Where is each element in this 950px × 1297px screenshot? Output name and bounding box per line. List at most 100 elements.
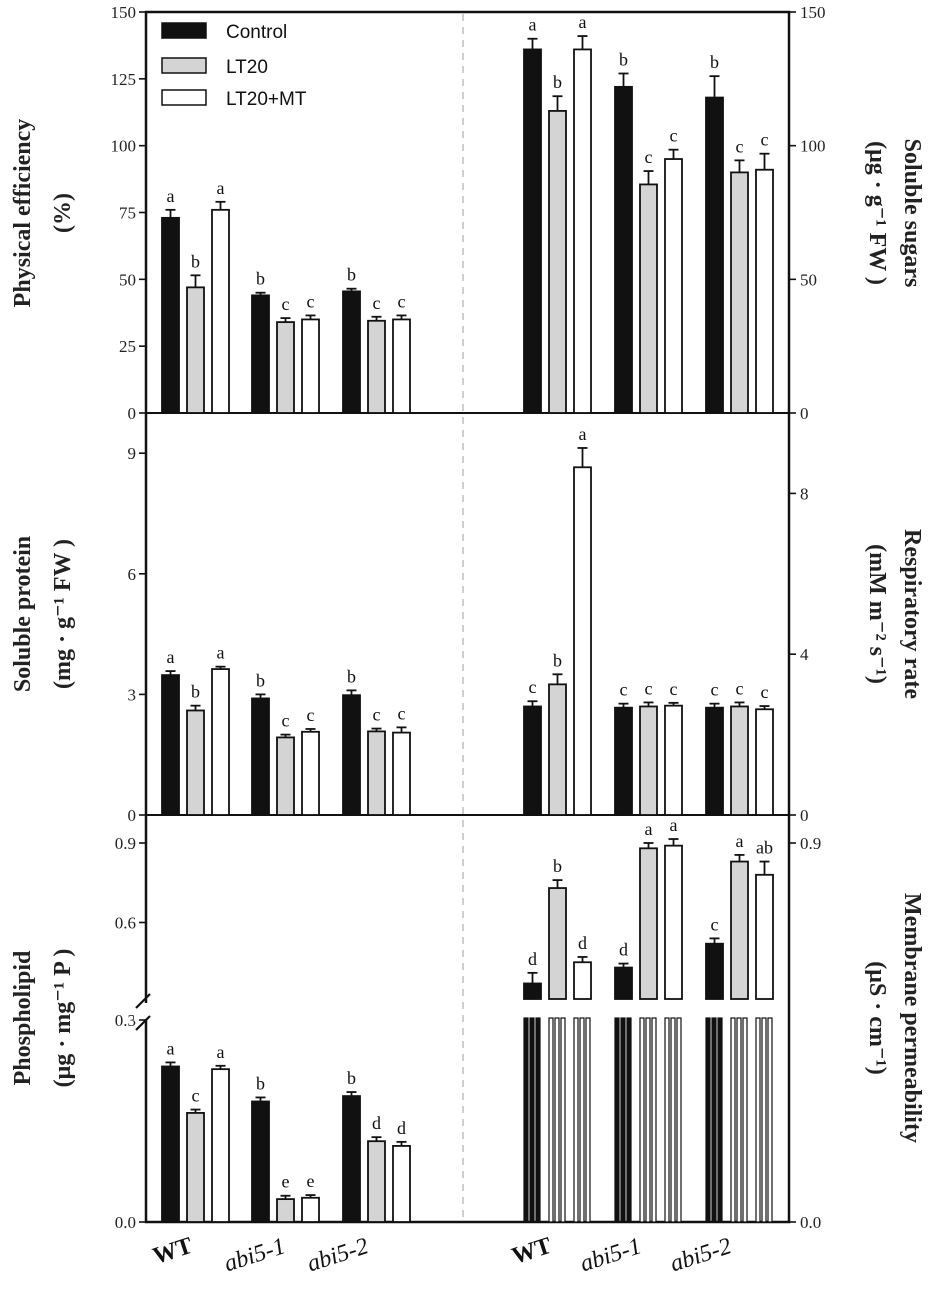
bar-phospholipid-abi5-1-control [251,1100,270,1223]
ylabel-respiratory-rate: Respiratory rate [899,529,925,699]
bar-membrane-permeability-wt-lt20 [548,887,567,1000]
bar-respiratory-rate-abi5-1-lt20 [639,705,658,816]
bar-soluble-protein-abi5-2-lt20-significance-letter: c [373,705,381,725]
bar-soluble-sugars-abi5-2-lt20 [730,171,749,414]
bar-membrane-permeability-abi5-1-lt20-mt [664,844,683,1000]
bar-physical-efficiency-wt-control [161,216,180,414]
bar-soluble-protein-abi5-1-lt20 [276,736,295,816]
group-label-wt-right: WT [509,1233,555,1270]
bar-soluble-sugars-wt-lt20-mt-significance-letter: a [579,12,587,32]
bar-phospholipid-abi5-1-control-significance-letter: b [256,1073,265,1093]
bar-membrane-permeability-abi5-1-control-significance-letter: d [619,940,628,960]
bar-membrane-permeability-wt-lt20-mt-lower-segment [579,1017,585,1223]
bar-respiratory-rate-abi5-1-lt20-mt-significance-letter: c [670,679,678,699]
bar-soluble-protein-abi5-2-control [342,694,361,816]
legend-swatch-lt20-mt [161,89,207,106]
ylabel-membrane-permeability: Membrane permeability [899,893,925,1143]
ytick-label-soluble-protein-9: 9 [128,444,137,463]
ytick-label-respiratory-rate-8: 8 [800,484,809,503]
bar-respiratory-rate-abi5-1-lt20-mt [664,704,683,816]
bar-physical-efficiency-wt-lt20 [186,286,205,414]
bar-respiratory-rate-abi5-1-control-significance-letter: c [620,680,628,700]
bar-membrane-permeability-abi5-1-lt20 [639,847,658,1000]
bar-soluble-protein-abi5-2-control-significance-letter: b [347,666,356,686]
bar-membrane-permeability-abi5-2-lt20-mt-lower-segment [761,1017,767,1223]
ytick-label-phospholipid-0-6: 0.6 [115,914,136,933]
bar-membrane-permeability-abi5-1-lt20-lower-segment [645,1017,651,1223]
bar-soluble-sugars-abi5-1-lt20-significance-letter: c [645,147,653,167]
ylabel-soluble-protein-unit: (mg · g⁻¹ FW ) [50,539,76,689]
bar-membrane-permeability-wt-control-lower-segment [529,1017,535,1223]
bar-membrane-permeability-abi5-1-lt20-mt-lower-segment [670,1017,676,1223]
bar-physical-efficiency-abi5-1-control [251,294,270,414]
bar-soluble-sugars-abi5-2-control-significance-letter: b [710,52,719,72]
bar-phospholipid-wt-lt20-significance-letter: c [192,1086,200,1106]
legend-label-lt20: LT20 [226,57,268,78]
bar-physical-efficiency-abi5-1-lt20 [276,321,295,414]
bar-soluble-protein-wt-lt20-mt [211,668,230,816]
ytick-label-phospholipid-0-3: 0.3 [115,1011,136,1030]
axis-break-mark-lower [135,1015,151,1031]
bar-soluble-sugars-abi5-1-control-significance-letter: b [619,49,628,69]
bar-membrane-permeability-abi5-2-lt20-significance-letter: a [736,831,744,851]
group-label-abi5-2-left: abi5-2 [304,1233,372,1277]
bar-physical-efficiency-wt-control-significance-letter: a [167,186,175,206]
bar-membrane-permeability-abi5-2-control-lower-segment [705,1017,711,1223]
bar-respiratory-rate-abi5-2-control-significance-letter: c [711,680,719,700]
bar-phospholipid-abi5-1-lt20 [276,1198,295,1223]
bar-phospholipid-wt-lt20-mt-significance-letter: a [217,1042,225,1062]
bar-phospholipid-abi5-1-lt20-significance-letter: e [282,1172,290,1192]
bar-membrane-permeability-abi5-1-lt20-lower-segment [639,1017,645,1223]
bar-physical-efficiency-abi5-2-control [342,290,361,414]
bar-phospholipid-abi5-2-lt20-significance-letter: d [372,1113,381,1133]
bar-phospholipid-wt-lt20 [186,1112,205,1223]
group-label-abi5-1-right: abi5-1 [577,1233,645,1277]
bar-respiratory-rate-abi5-2-control [705,706,724,816]
bar-phospholipid-abi5-1-lt20-mt-significance-letter: e [307,1171,315,1191]
bar-soluble-protein-wt-control [161,674,180,816]
ytick-label-respiratory-rate-0: 0 [800,806,809,825]
bar-membrane-permeability-abi5-2-lt20-mt-lower-segment [755,1017,761,1223]
bar-soluble-protein-abi5-2-lt20-mt-significance-letter: c [398,703,406,723]
bar-soluble-protein-wt-control-significance-letter: a [167,647,175,667]
bar-membrane-permeability-wt-control-significance-letter: d [528,949,537,969]
bar-phospholipid-abi5-1-lt20-mt [301,1196,320,1223]
legend: Control LT20 LT20+MT [161,22,307,110]
bar-soluble-protein-wt-lt20-significance-letter: b [191,682,200,702]
bar-phospholipid-wt-control [161,1065,180,1223]
bar-membrane-permeability-abi5-2-control-significance-letter: c [711,914,719,934]
bar-soluble-sugars-abi5-1-lt20-mt-significance-letter: c [670,126,678,146]
bar-membrane-permeability-abi5-2-control-lower-segment [717,1017,723,1223]
bar-physical-efficiency-abi5-1-lt20-mt-significance-letter: c [307,291,315,311]
bar-membrane-permeability-abi5-2-lt20-lower-segment [730,1017,736,1223]
bar-respiratory-rate-wt-lt20-significance-letter: b [553,650,562,670]
bar-membrane-permeability-wt-control-lower-segment [523,1017,529,1223]
bar-membrane-permeability-abi5-1-lt20-lower-segment [651,1017,657,1223]
axes-layer: 0 25 50 75 100 125 150 0 50 100 150 0 3 6 9 0 4 8 0.0 0.3 0.… [111,3,826,1232]
bar-soluble-sugars-abi5-2-control [705,96,724,414]
bar-phospholipid-abi5-2-lt20 [367,1140,386,1223]
bar-physical-efficiency-abi5-2-lt20-mt-significance-letter: c [398,291,406,311]
bar-soluble-protein-abi5-1-control-significance-letter: b [256,670,265,690]
bar-soluble-protein-abi5-1-lt20-significance-letter: c [282,711,290,731]
legend-label-control: Control [226,22,287,43]
bar-phospholipid-wt-control-significance-letter: a [167,1038,175,1058]
bar-respiratory-rate-wt-control [523,705,542,816]
bar-respiratory-rate-abi5-2-lt20-significance-letter: c [736,678,744,698]
bar-phospholipid-wt-lt20-mt [211,1068,230,1223]
bar-soluble-sugars-wt-lt20-mt [573,48,592,414]
ytick-label-soluble-protein-3: 3 [128,685,137,704]
bar-membrane-permeability-abi5-1-lt20-significance-letter: a [645,819,653,839]
bar-soluble-sugars-abi5-1-lt20-mt [664,158,683,414]
bar-membrane-permeability-wt-lt20-mt-lower-segment [573,1017,579,1223]
bar-phospholipid-abi5-2-lt20-mt-significance-letter: d [397,1118,406,1138]
legend-swatch-control [161,22,207,39]
bar-physical-efficiency-abi5-1-control-significance-letter: b [256,269,265,289]
bar-physical-efficiency-wt-lt20-mt-significance-letter: a [217,178,225,198]
ytick-label-soluble-sugars-100: 100 [800,137,826,156]
plot-frame [144,10,791,1224]
ylabel-physical-efficiency: Physical efficiency [10,119,36,308]
bar-membrane-permeability-abi5-1-lt20-mt-lower-segment [676,1017,682,1223]
bar-phospholipid-abi5-2-control [342,1095,361,1223]
